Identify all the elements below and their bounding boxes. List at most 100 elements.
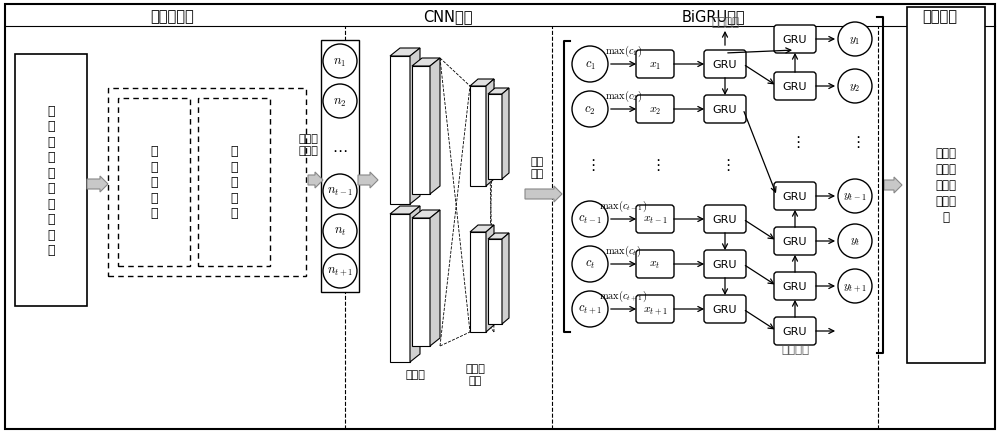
Text: 电
动
汽
车
交
流
充
电
数
据: 电 动 汽 车 交 流 充 电 数 据 bbox=[47, 105, 55, 256]
Text: GRU: GRU bbox=[783, 35, 807, 45]
Text: $x_t$: $x_t$ bbox=[649, 258, 661, 271]
Circle shape bbox=[572, 247, 608, 283]
Polygon shape bbox=[486, 226, 494, 332]
Polygon shape bbox=[390, 49, 420, 57]
Circle shape bbox=[572, 291, 608, 327]
Circle shape bbox=[838, 224, 872, 258]
Text: GRU: GRU bbox=[783, 191, 807, 201]
Text: $n_t$: $n_t$ bbox=[334, 225, 346, 238]
Text: $x_2$: $x_2$ bbox=[649, 103, 661, 116]
Text: $\vdots$: $\vdots$ bbox=[585, 157, 595, 173]
Circle shape bbox=[572, 92, 608, 128]
Text: $c_{t+1}$: $c_{t+1}$ bbox=[578, 303, 602, 316]
FancyBboxPatch shape bbox=[636, 96, 674, 124]
Circle shape bbox=[323, 174, 357, 208]
Text: 电动汽
车交流
充电数
据预测
值: 电动汽 车交流 充电数 据预测 值 bbox=[936, 147, 956, 224]
Polygon shape bbox=[412, 210, 440, 218]
Bar bbox=[390, 214, 410, 362]
Circle shape bbox=[323, 85, 357, 119]
FancyBboxPatch shape bbox=[636, 250, 674, 278]
Text: GRU: GRU bbox=[713, 304, 737, 314]
FancyBboxPatch shape bbox=[704, 250, 746, 278]
Text: $\vdots$: $\vdots$ bbox=[790, 134, 800, 150]
Circle shape bbox=[572, 201, 608, 237]
Text: $\vdots$: $\vdots$ bbox=[650, 157, 660, 173]
Text: 标
准
化
处
理: 标 准 化 处 理 bbox=[150, 145, 158, 220]
Text: 前向隐层: 前向隐层 bbox=[711, 16, 739, 29]
Text: $n_1$: $n_1$ bbox=[333, 56, 347, 68]
FancyArrow shape bbox=[358, 173, 378, 188]
Bar bbox=[412, 218, 430, 346]
Polygon shape bbox=[502, 89, 509, 180]
Bar bbox=[390, 57, 410, 204]
Bar bbox=[198, 99, 270, 266]
Text: GRU: GRU bbox=[783, 237, 807, 247]
Text: $c_2$: $c_2$ bbox=[584, 103, 596, 116]
Bar bbox=[470, 233, 486, 332]
Text: 深层
特征: 深层 特征 bbox=[530, 156, 544, 179]
FancyArrow shape bbox=[525, 187, 562, 203]
Text: $y_t$: $y_t$ bbox=[850, 235, 860, 248]
Text: 最大池
化层: 最大池 化层 bbox=[465, 363, 485, 385]
FancyBboxPatch shape bbox=[636, 206, 674, 233]
Text: 归
一
化
处
理: 归 一 化 处 理 bbox=[230, 145, 238, 220]
Text: GRU: GRU bbox=[783, 326, 807, 336]
Bar bbox=[108, 89, 306, 276]
Text: $\max(c_2)$: $\max(c_2)$ bbox=[605, 89, 642, 104]
Bar bbox=[412, 67, 430, 194]
Polygon shape bbox=[410, 49, 420, 204]
FancyBboxPatch shape bbox=[704, 96, 746, 124]
Text: $c_{t-1}$: $c_{t-1}$ bbox=[578, 213, 602, 226]
Circle shape bbox=[838, 180, 872, 214]
Polygon shape bbox=[470, 226, 494, 233]
Text: CNN网络: CNN网络 bbox=[423, 10, 473, 24]
Polygon shape bbox=[488, 233, 509, 240]
Text: GRU: GRU bbox=[783, 82, 807, 92]
Text: BiGRU网络: BiGRU网络 bbox=[681, 10, 745, 24]
Circle shape bbox=[838, 23, 872, 57]
Text: $y_{t-1}$: $y_{t-1}$ bbox=[843, 190, 867, 203]
FancyArrow shape bbox=[884, 178, 902, 194]
FancyBboxPatch shape bbox=[774, 273, 816, 300]
Text: $n_{t+1}$: $n_{t+1}$ bbox=[327, 265, 353, 278]
FancyBboxPatch shape bbox=[774, 183, 816, 210]
Text: $x_{t-1}$: $x_{t-1}$ bbox=[643, 213, 667, 226]
Polygon shape bbox=[412, 59, 440, 67]
Text: 后向隐层: 后向隐层 bbox=[781, 343, 809, 356]
FancyBboxPatch shape bbox=[774, 26, 816, 54]
Circle shape bbox=[323, 254, 357, 288]
FancyArrow shape bbox=[308, 173, 323, 188]
Text: $y_2$: $y_2$ bbox=[849, 80, 861, 93]
FancyBboxPatch shape bbox=[704, 206, 746, 233]
Text: $\max(c_{t+1})$: $\max(c_{t+1})$ bbox=[599, 288, 648, 303]
Circle shape bbox=[323, 214, 357, 248]
Polygon shape bbox=[410, 207, 420, 362]
Text: 数据输出: 数据输出 bbox=[922, 10, 958, 24]
FancyBboxPatch shape bbox=[774, 227, 816, 256]
Text: $\max(c_t)$: $\max(c_t)$ bbox=[605, 243, 642, 258]
Text: $x_{t+1}$: $x_{t+1}$ bbox=[643, 303, 667, 316]
Text: $n_{t-1}$: $n_{t-1}$ bbox=[327, 185, 353, 198]
Polygon shape bbox=[470, 80, 494, 87]
Bar bbox=[907, 8, 985, 363]
Circle shape bbox=[838, 70, 872, 104]
Text: $\max(c_{t-1})$: $\max(c_{t-1})$ bbox=[599, 198, 648, 214]
Text: $\vdots$: $\vdots$ bbox=[720, 157, 730, 173]
Circle shape bbox=[323, 45, 357, 79]
Text: $\vdots$: $\vdots$ bbox=[850, 134, 860, 150]
Bar bbox=[321, 41, 359, 293]
FancyBboxPatch shape bbox=[636, 51, 674, 79]
Polygon shape bbox=[430, 210, 440, 346]
FancyBboxPatch shape bbox=[636, 295, 674, 323]
FancyBboxPatch shape bbox=[704, 51, 746, 79]
Text: $\max(c_1)$: $\max(c_1)$ bbox=[605, 44, 642, 59]
Bar bbox=[488, 95, 502, 180]
Text: $n_2$: $n_2$ bbox=[333, 95, 347, 108]
Text: $\cdots$: $\cdots$ bbox=[332, 142, 348, 157]
Bar bbox=[488, 240, 502, 324]
Bar bbox=[118, 99, 190, 266]
Polygon shape bbox=[488, 89, 509, 95]
Text: $y_{t+1}$: $y_{t+1}$ bbox=[843, 280, 867, 293]
Bar bbox=[470, 87, 486, 187]
Text: $c_1$: $c_1$ bbox=[585, 58, 595, 71]
